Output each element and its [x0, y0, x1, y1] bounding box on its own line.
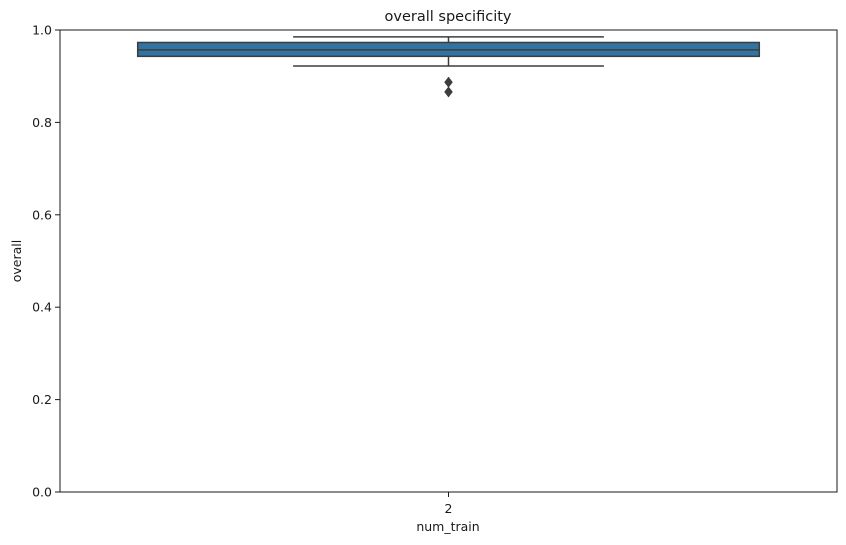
y-tick-label: 0.0 — [32, 485, 52, 500]
outlier-point — [444, 86, 453, 98]
y-axis: 0.0 0.2 0.4 0.6 0.8 1.0 — [32, 23, 60, 500]
box-layer — [136, 36, 761, 98]
x-tick-label: 2 — [445, 501, 453, 516]
plot-area-frame — [59, 29, 838, 493]
chart-title: overall specificity — [385, 9, 512, 25]
x-axis: 2 — [445, 492, 453, 516]
y-axis-label: overall — [9, 240, 24, 282]
y-tick-label: 0.8 — [32, 115, 52, 130]
y-tick-label: 1.0 — [32, 23, 52, 38]
x-axis-label: num_train — [416, 519, 479, 534]
outlier-point — [444, 76, 453, 88]
y-tick-label: 0.4 — [32, 300, 52, 315]
y-tick-label: 0.2 — [32, 392, 52, 407]
y-tick-label: 0.6 — [32, 207, 52, 222]
